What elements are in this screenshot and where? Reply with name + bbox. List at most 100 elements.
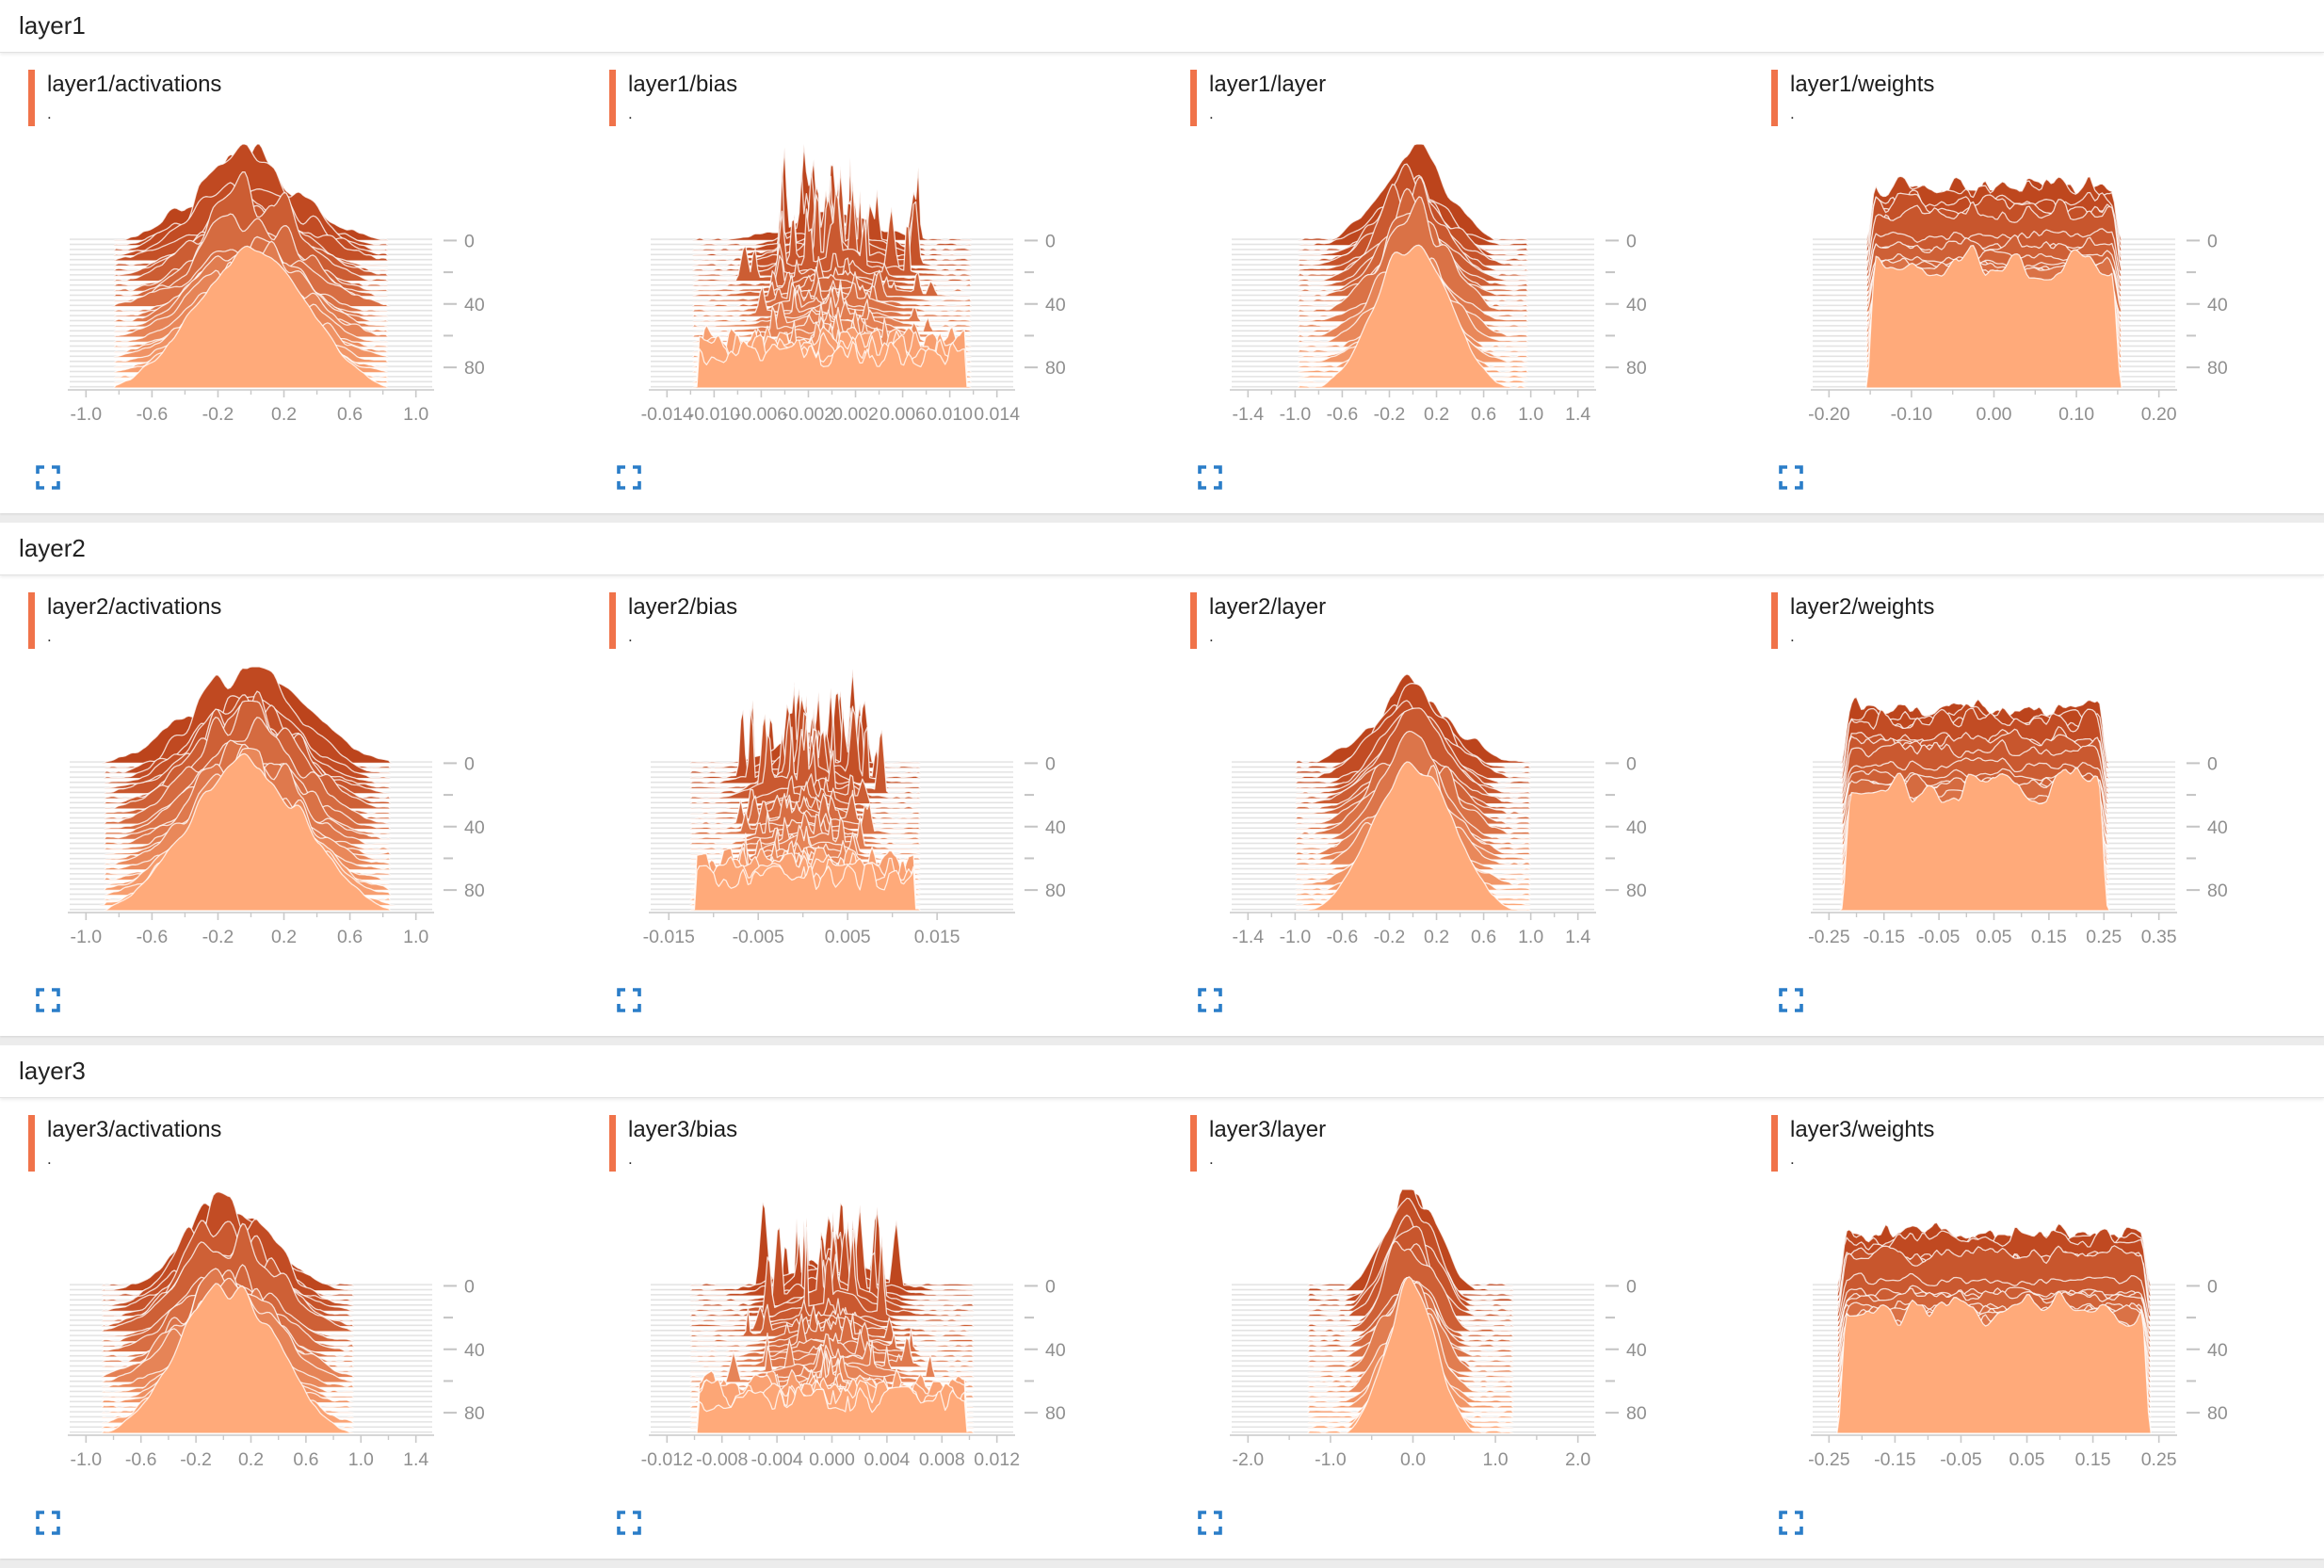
histogram-svg[interactable]: -1.0 -0.6 -0.2 0.2 0.6 1.0 0 40 80 xyxy=(32,139,578,452)
run-label: . xyxy=(1790,1150,1795,1168)
x-axis-tick-label: -1.0 xyxy=(71,927,103,947)
x-axis-tick-label: 0.6 xyxy=(337,927,363,947)
step-axis-tick-label: 80 xyxy=(1045,358,1066,379)
histogram-card: layer1/activations . -1.0 -0.6 -0.2 0.2 0.6 1… xyxy=(0,53,581,513)
run-color-bar xyxy=(1190,592,1197,649)
x-axis-tick-label: 0.2 xyxy=(238,1449,264,1470)
fullscreen-expand-icon xyxy=(36,465,60,490)
x-axis-tick-label: 0.20 xyxy=(2141,404,2177,425)
section-header[interactable]: layer3 xyxy=(0,1045,2324,1098)
step-axis-tick-label: 80 xyxy=(464,881,485,901)
fullscreen-expand-icon xyxy=(36,1511,60,1535)
x-axis-tick-label: 1.0 xyxy=(348,1449,374,1470)
chart-title: layer2/weights xyxy=(1790,594,1935,620)
step-axis-tick-label: 40 xyxy=(1626,295,1647,315)
histogram-chart[interactable]: -0.015 -0.005 0.005 0.015 0 40 80 xyxy=(613,662,1162,975)
histogram-svg[interactable]: -0.015 -0.005 0.005 0.015 0 40 80 xyxy=(613,662,1159,975)
x-axis-tick-label: -0.2 xyxy=(202,927,234,947)
expand-button[interactable] xyxy=(615,986,643,1014)
fullscreen-expand-icon xyxy=(617,1511,641,1535)
expand-button[interactable] xyxy=(34,463,62,492)
x-axis-tick-label: -1.0 xyxy=(1280,927,1312,947)
x-axis-tick-label: -1.4 xyxy=(1233,927,1265,947)
x-axis-tick-label: -0.012 xyxy=(641,1449,693,1470)
x-axis-tick-label: 0.05 xyxy=(2009,1449,2045,1470)
fullscreen-expand-icon xyxy=(36,988,60,1012)
histogram-svg[interactable]: -0.25 -0.15 -0.05 0.05 0.15 0.25 0 40 80 xyxy=(1775,1185,2321,1497)
expand-button[interactable] xyxy=(1777,463,1805,492)
expand-button[interactable] xyxy=(1196,463,1224,492)
histogram-svg[interactable]: -1.0 -0.6 -0.2 0.2 0.6 1.0 0 40 80 xyxy=(32,662,578,975)
histogram-ridge-slice xyxy=(650,1313,1014,1348)
x-axis-tick-label: 0.014 xyxy=(974,404,1020,425)
expand-button[interactable] xyxy=(34,1509,62,1537)
histogram-card: layer3/layer . -2.0 -1.0 0.0 1.0 2.0 0 40 80 xyxy=(1162,1098,1743,1559)
histogram-svg[interactable]: -2.0 -1.0 0.0 1.0 2.0 0 40 80 xyxy=(1194,1185,1740,1497)
x-axis-tick-label: 1.0 xyxy=(403,927,428,947)
run-label: . xyxy=(47,1150,52,1168)
x-axis-tick-label: 0.002 xyxy=(832,404,879,425)
x-axis-tick-label: 1.4 xyxy=(403,1449,428,1470)
histogram-ridge-slice xyxy=(650,816,1014,850)
section-panel: layer2/activations . -1.0 -0.6 -0.2 0.2 0.6 1… xyxy=(0,575,2324,1036)
histogram-chart[interactable]: -1.4 -1.0 -0.6 -0.2 0.2 0.6 1.0 1.4 0 40 80 xyxy=(1194,662,1743,975)
x-axis-tick-label: 2.0 xyxy=(1565,1449,1590,1470)
histogram-svg[interactable]: -0.20 -0.10 0.00 0.10 0.20 0 40 80 xyxy=(1775,139,2321,452)
histogram-chart[interactable]: -2.0 -1.0 0.0 1.0 2.0 0 40 80 xyxy=(1194,1185,1743,1497)
step-axis-tick-label: 0 xyxy=(1045,1276,1056,1297)
histogram-chart[interactable]: -0.25 -0.15 -0.05 0.05 0.15 0.25 0 40 80 xyxy=(1775,1185,2324,1497)
section-header[interactable]: layer2 xyxy=(0,523,2324,575)
expand-button[interactable] xyxy=(1196,986,1224,1014)
x-axis-tick-label: -2.0 xyxy=(1233,1449,1265,1470)
section-header[interactable]: layer1 xyxy=(0,0,2324,53)
histogram-card: layer3/activations . -1.0 -0.6 -0.2 0.2 0.6 1… xyxy=(0,1098,581,1559)
expand-button[interactable] xyxy=(34,986,62,1014)
histogram-chart[interactable]: -1.4 -1.0 -0.6 -0.2 0.2 0.6 1.0 1.4 0 40 80 xyxy=(1194,139,1743,452)
step-axis-tick-label: 40 xyxy=(1045,817,1066,838)
histogram-chart[interactable]: -1.0 -0.6 -0.2 0.2 0.6 1.0 1.4 0 40 80 xyxy=(32,1185,581,1497)
expand-button[interactable] xyxy=(1777,986,1805,1014)
expand-button[interactable] xyxy=(615,463,643,492)
histogram-svg[interactable]: -1.4 -1.0 -0.6 -0.2 0.2 0.6 1.0 1.4 0 40 80 xyxy=(1194,662,1740,975)
step-axis-tick-label: 80 xyxy=(2207,358,2228,379)
x-axis-tick-label: -0.15 xyxy=(1863,927,1905,947)
expand-button[interactable] xyxy=(615,1509,643,1537)
histogram-chart[interactable]: -0.012 -0.008 -0.004 0.000 0.004 0.008 0.012 0 4… xyxy=(613,1185,1162,1497)
x-axis-tick-label: 0.6 xyxy=(337,404,363,425)
histogram-ridge-slice xyxy=(69,1222,433,1333)
step-axis-tick-label: 40 xyxy=(2207,295,2228,315)
run-color-bar xyxy=(609,70,616,126)
histogram-chart[interactable]: -0.25 -0.15 -0.05 0.05 0.15 0.25 0.35 0 40 80 xyxy=(1775,662,2324,975)
expand-button[interactable] xyxy=(1196,1509,1224,1537)
histogram-ridge-slice xyxy=(650,863,1014,912)
histogram-chart[interactable]: -0.014 -0.010 -0.006 -0.002 0.002 0.006 0.010 0… xyxy=(613,139,1162,452)
histogram-svg[interactable]: -0.012 -0.008 -0.004 0.000 0.004 0.008 0.012 0 4… xyxy=(613,1185,1159,1497)
histogram-svg[interactable]: -0.25 -0.15 -0.05 0.05 0.15 0.25 0.35 0 40 80 xyxy=(1775,662,2321,975)
card-title-block: layer2/layer . xyxy=(1190,592,1743,649)
x-axis-tick-label: -1.0 xyxy=(1280,404,1312,425)
histogram-card: layer1/weights . -0.20 -0.10 0.00 0.10 0.20 0… xyxy=(1743,53,2324,513)
histogram-svg[interactable]: -1.4 -1.0 -0.6 -0.2 0.2 0.6 1.0 1.4 0 40 80 xyxy=(1194,139,1740,452)
run-label: . xyxy=(1209,105,1214,122)
run-label: . xyxy=(628,627,633,645)
histogram-chart[interactable]: -1.0 -0.6 -0.2 0.2 0.6 1.0 0 40 80 xyxy=(32,139,581,452)
histogram-chart[interactable]: -0.20 -0.10 0.00 0.10 0.20 0 40 80 xyxy=(1775,139,2324,452)
x-axis-tick-label: 1.0 xyxy=(1518,404,1543,425)
step-axis-tick-label: 0 xyxy=(2207,1276,2218,1297)
fullscreen-expand-icon xyxy=(1198,988,1222,1012)
step-axis-tick-label: 80 xyxy=(1045,881,1066,901)
expand-button[interactable] xyxy=(1777,1509,1805,1537)
histogram-ridge-slice xyxy=(650,1226,1014,1322)
histogram-svg[interactable]: -1.0 -0.6 -0.2 0.2 0.6 1.0 1.4 0 40 80 xyxy=(32,1185,578,1497)
histogram-ridge-slice xyxy=(1812,1291,2176,1434)
histogram-ridge-slice xyxy=(69,752,433,912)
x-axis-tick-label: -0.6 xyxy=(137,927,169,947)
run-label: . xyxy=(47,105,52,122)
section-panel: layer3/activations . -1.0 -0.6 -0.2 0.2 0.6 1… xyxy=(0,1098,2324,1559)
x-axis-tick-label: 1.4 xyxy=(1565,927,1590,947)
tag-section-layer3: layer3 layer3/activations . -1.0 -0.6 -0.2… xyxy=(0,1045,2324,1559)
histogram-ridge-slice xyxy=(650,1329,1014,1364)
histogram-chart[interactable]: -1.0 -0.6 -0.2 0.2 0.6 1.0 0 40 80 xyxy=(32,662,581,975)
